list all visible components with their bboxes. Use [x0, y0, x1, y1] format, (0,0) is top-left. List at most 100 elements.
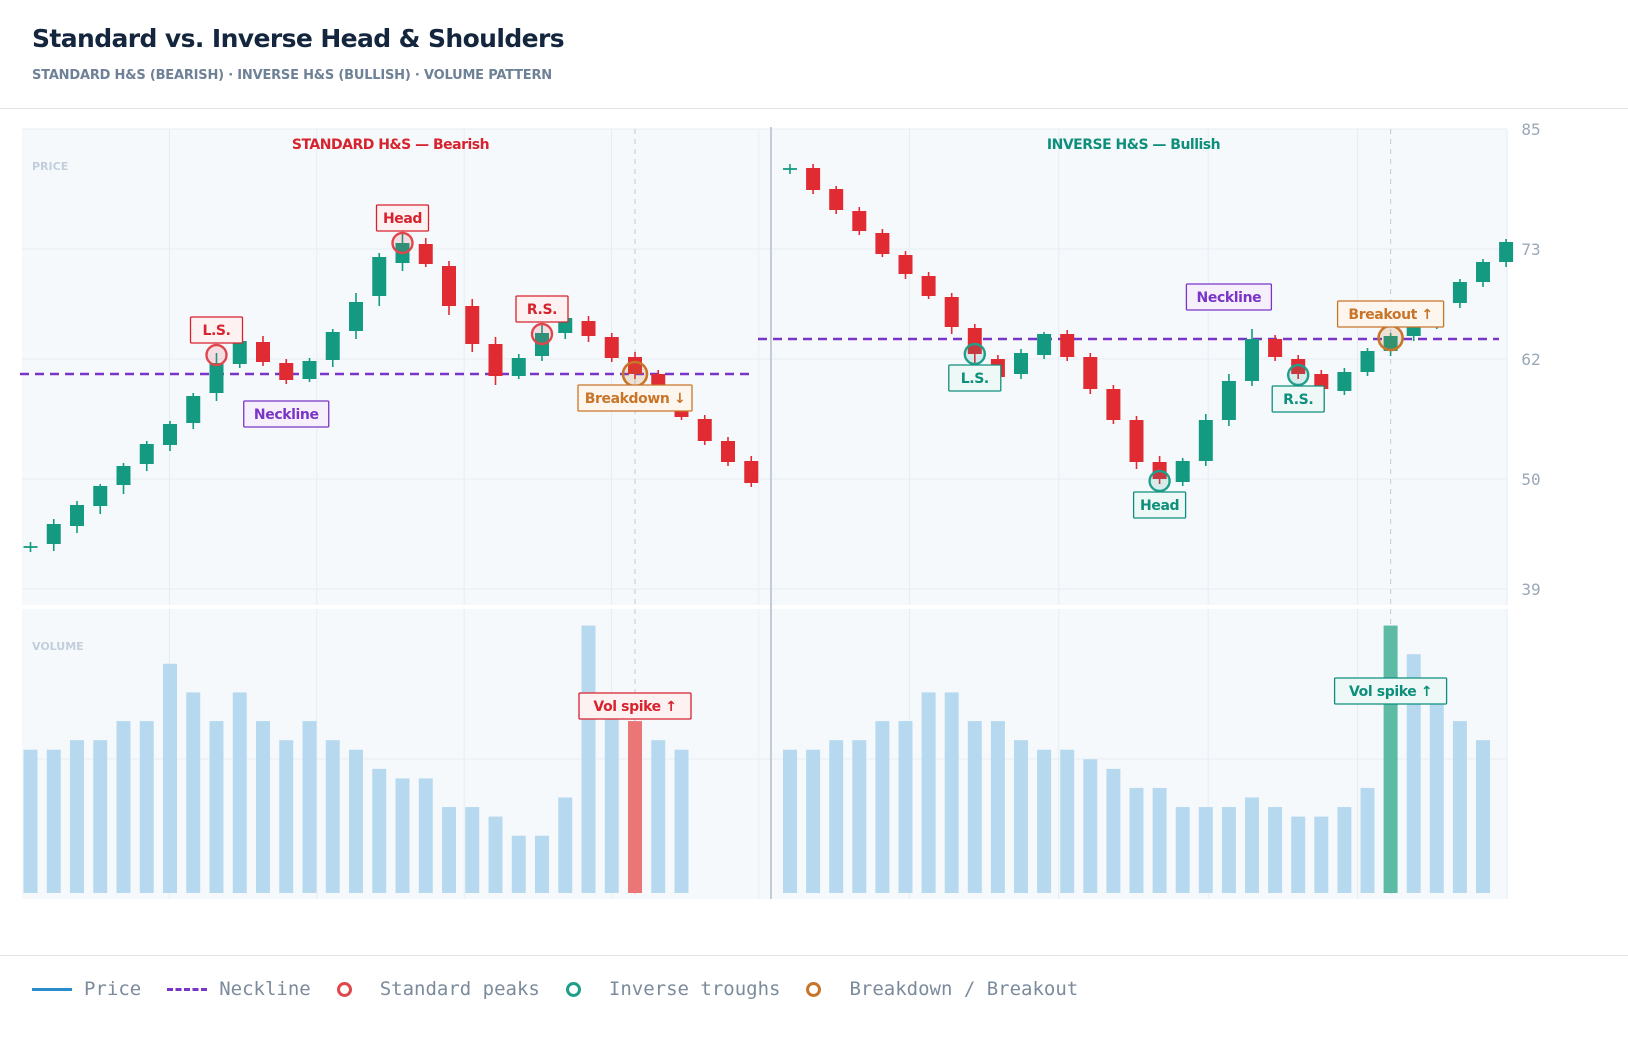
volume-bar	[1337, 807, 1352, 893]
candle-body	[1060, 334, 1075, 357]
volume-bar	[511, 835, 526, 893]
peak-marker	[205, 343, 228, 367]
price-panel-bg	[22, 129, 759, 605]
legend-item-standard-peaks: Standard peaks	[336, 978, 540, 1000]
candle-body	[511, 358, 526, 376]
candle-body	[1499, 242, 1514, 262]
teal-circle-icon	[565, 981, 581, 997]
volume-bar	[651, 740, 666, 893]
volume-bar	[372, 768, 387, 893]
panel-title: STANDARD H&S — Bearish	[292, 137, 489, 153]
volume-bar	[139, 721, 154, 893]
legend-item-inverse-troughs: Inverse troughs	[565, 978, 780, 1000]
candle-body	[1083, 357, 1098, 389]
candle-body	[163, 424, 177, 445]
candle-body	[967, 328, 982, 354]
volume-bar	[1314, 816, 1329, 893]
legend-label-standard-peaks: Standard peaks	[379, 978, 540, 1000]
breakout-marker	[621, 360, 649, 388]
legend-item-neckline: Neckline	[167, 978, 311, 1000]
volume-bar	[488, 816, 503, 893]
volume-bar	[302, 721, 317, 893]
volume-bar	[1198, 807, 1213, 893]
volume-bar	[279, 740, 294, 893]
volume-bar	[23, 749, 38, 893]
vol-spike-label-box	[1333, 677, 1448, 705]
candle-body	[1452, 282, 1467, 303]
y-tick-label: 85	[1521, 120, 1540, 139]
shoulder-head-label-text: Head	[1140, 498, 1179, 514]
volume-bar	[604, 692, 619, 893]
candle-body	[1221, 381, 1236, 420]
candle-body	[418, 244, 433, 264]
neckline-label-text: Neckline	[1197, 290, 1262, 306]
volume-bar	[418, 778, 433, 893]
peak-marker	[530, 322, 554, 346]
volume-panel-bg	[22, 609, 759, 899]
candle-body	[1476, 262, 1490, 282]
candle-body	[921, 276, 936, 296]
volume-bar	[875, 721, 890, 893]
shoulder-head-label-box	[189, 316, 244, 344]
volume-bar	[465, 807, 480, 893]
volume-bar	[1221, 807, 1236, 893]
volume-bar	[1175, 807, 1190, 893]
volume-bar	[558, 797, 573, 893]
shoulder-head-label-box	[948, 364, 1002, 392]
volume-bar	[967, 721, 982, 893]
volume-bar	[395, 778, 410, 893]
candle-body	[1106, 389, 1121, 420]
volume-panel-label: VOLUME	[32, 640, 84, 653]
volume-bar	[1291, 816, 1306, 893]
candle-body	[442, 266, 456, 306]
y-tick-label: 50	[1521, 470, 1540, 489]
volume-bar	[46, 749, 61, 893]
legend-item-breakout: Breakdown / Breakout	[806, 978, 1078, 1000]
vol-spike-label-text: Vol spike ↑	[1349, 684, 1432, 700]
shoulder-head-label-box	[1271, 385, 1325, 413]
candle-body	[349, 302, 363, 331]
volume-bar	[921, 692, 936, 893]
candle-body	[898, 255, 913, 274]
candle-body	[465, 306, 480, 344]
volume-bar	[1129, 787, 1144, 893]
candle-body	[944, 297, 959, 327]
header: Standard vs. Inverse Head & Shoulders ST…	[0, 0, 1628, 109]
volume-bar	[1476, 740, 1490, 893]
candle-body	[1291, 359, 1306, 374]
candle-body	[256, 342, 270, 362]
breakout-label-text: Breakdown ↓	[585, 391, 686, 407]
neckline-label-text: Neckline	[254, 407, 319, 423]
candle-body	[604, 337, 619, 358]
volume-bar	[1452, 721, 1467, 893]
neckline-label-box	[243, 400, 330, 428]
volume-bar	[349, 749, 363, 893]
candle-body	[372, 257, 387, 296]
volume-bar	[442, 807, 456, 893]
volume-bar	[944, 692, 959, 893]
volume-bar	[1060, 749, 1075, 893]
candle-body	[1014, 353, 1028, 374]
candle-body	[209, 363, 224, 393]
candle-body	[744, 461, 759, 483]
shoulder-head-label-text: R.S.	[1283, 392, 1313, 408]
volume-bar	[209, 721, 224, 893]
y-tick-label: 62	[1521, 350, 1540, 369]
y-tick-label: 73	[1521, 240, 1540, 259]
panel-title: INVERSE H&S — Bullish	[1047, 137, 1220, 153]
legend-bar: Price Neckline Standard peaks Inverse tr…	[0, 955, 1628, 1043]
volume-bar	[1360, 787, 1375, 893]
price-panel-label: PRICE	[32, 160, 68, 173]
candle-body	[1268, 339, 1283, 357]
candle-body	[70, 505, 84, 526]
candle-body	[93, 486, 108, 506]
price-line-swatch	[32, 987, 72, 991]
candle-body	[1245, 339, 1259, 381]
candle-body	[806, 168, 821, 190]
vol-spike-label-box	[578, 692, 692, 720]
volume-bar	[93, 740, 108, 893]
candle-body	[139, 444, 154, 464]
volume-bar	[674, 749, 689, 893]
neckline-dash-swatch	[167, 987, 208, 991]
volume-bar	[990, 721, 1005, 893]
